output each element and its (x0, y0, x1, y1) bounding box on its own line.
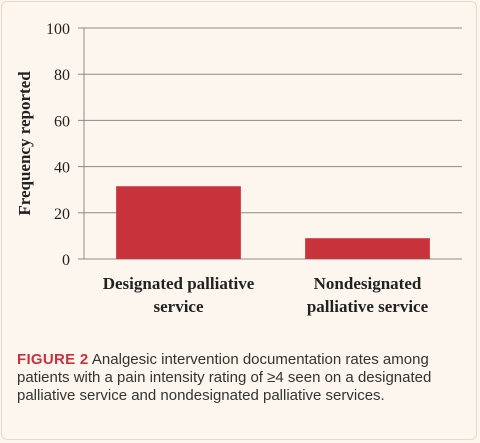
bar-chart: 0 20 40 60 80 100 Designated palliative servic… (15, 21, 462, 316)
y-tick-labels: 0 20 40 60 80 100 (46, 21, 70, 269)
y-axis-label: Frequency reported (15, 71, 34, 216)
bar-1 (116, 186, 241, 259)
x-category-label: Nondesignated (314, 274, 422, 293)
category-labels: Designated palliative service Nondesignate… (103, 274, 429, 316)
x-category-label: palliative service (307, 297, 429, 316)
y-tick-label: 20 (54, 206, 70, 223)
y-tick-label: 40 (54, 160, 70, 177)
x-category-label: service (153, 297, 203, 316)
bar-2 (305, 238, 430, 259)
grid-lines (84, 27, 462, 214)
x-category-label: Designated palliative (103, 274, 255, 293)
y-tick-label: 100 (46, 21, 70, 38)
caption-text: Analgesic intervention documentation rat… (17, 351, 432, 404)
bars (116, 186, 430, 259)
y-tick-label: 60 (54, 113, 70, 130)
figure-caption: FIGURE 2 Analgesic intervention document… (17, 351, 467, 405)
y-tick-label: 0 (62, 252, 70, 269)
y-tick-label: 80 (54, 67, 70, 84)
caption-figure-number: FIGURE 2 (17, 351, 89, 368)
